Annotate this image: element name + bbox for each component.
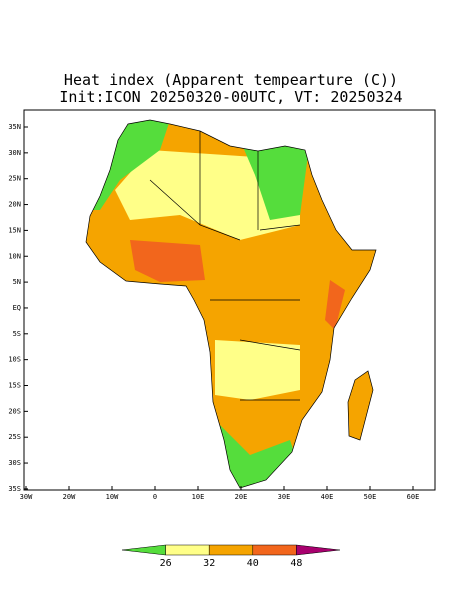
subtitle: Init:ICON 20250320-00UTC, VT: 20250324 xyxy=(59,88,402,106)
lat-tick-label: 30S xyxy=(8,459,21,467)
lat-tick-label: 20S xyxy=(8,407,21,415)
colorbar-segment xyxy=(296,544,341,556)
lon-tick-label: 40E xyxy=(321,493,334,501)
lon-tick-label: 20W xyxy=(63,493,76,501)
lat-tick-label: 10N xyxy=(8,252,21,260)
lat-tick-label: 10S xyxy=(8,356,21,364)
borders xyxy=(85,119,377,489)
colorbar-label: 48 xyxy=(290,558,302,569)
lat-tick-label: 35N xyxy=(8,123,21,131)
lat-tick-label: 5S xyxy=(13,330,21,338)
lat-tick-label: 30N xyxy=(8,149,21,157)
lat-tick-label: EQ xyxy=(13,304,21,312)
lon-tick-label: 60E xyxy=(407,493,420,501)
colorbar-segment xyxy=(121,544,166,556)
lon-tick-label: 30E xyxy=(278,493,291,501)
lat-tick-label: 35S xyxy=(8,485,21,493)
lon-tick-label: 10W xyxy=(106,493,119,501)
lat-tick-label: 20N xyxy=(8,201,21,209)
lon-tick-label: 20E xyxy=(235,493,248,501)
lon-tick-label: 10E xyxy=(192,493,205,501)
lat-tick-label: 25S xyxy=(8,433,21,441)
colorbar-label: 40 xyxy=(247,558,259,569)
lat-tick-label: 15N xyxy=(8,226,21,234)
lat-tick-label: 15S xyxy=(8,382,21,390)
lon-tick-label: 30W xyxy=(20,493,33,501)
colorbar-segment xyxy=(208,544,254,556)
lon-tick-label: 0 xyxy=(153,493,157,501)
lat-tick-label: 25N xyxy=(8,175,21,183)
colorbar-label: 26 xyxy=(160,558,172,569)
colorbar-label: 32 xyxy=(203,558,215,569)
colorbar-segment xyxy=(165,544,210,556)
colorbar-segment xyxy=(252,544,297,556)
lat-tick-label: 5N xyxy=(13,278,21,286)
title: Heat index (Apparent tempearture (C)) xyxy=(64,71,398,89)
lon-tick-label: 50E xyxy=(364,493,377,501)
